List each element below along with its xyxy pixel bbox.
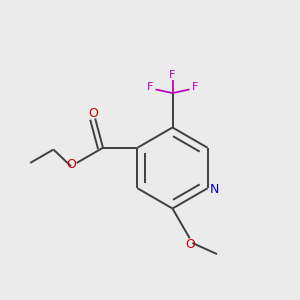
Text: F: F (169, 70, 176, 80)
Text: O: O (88, 106, 98, 119)
Text: N: N (209, 183, 219, 196)
Text: O: O (66, 158, 76, 171)
Text: O: O (185, 238, 195, 251)
Text: F: F (192, 82, 198, 92)
Text: F: F (147, 82, 153, 92)
